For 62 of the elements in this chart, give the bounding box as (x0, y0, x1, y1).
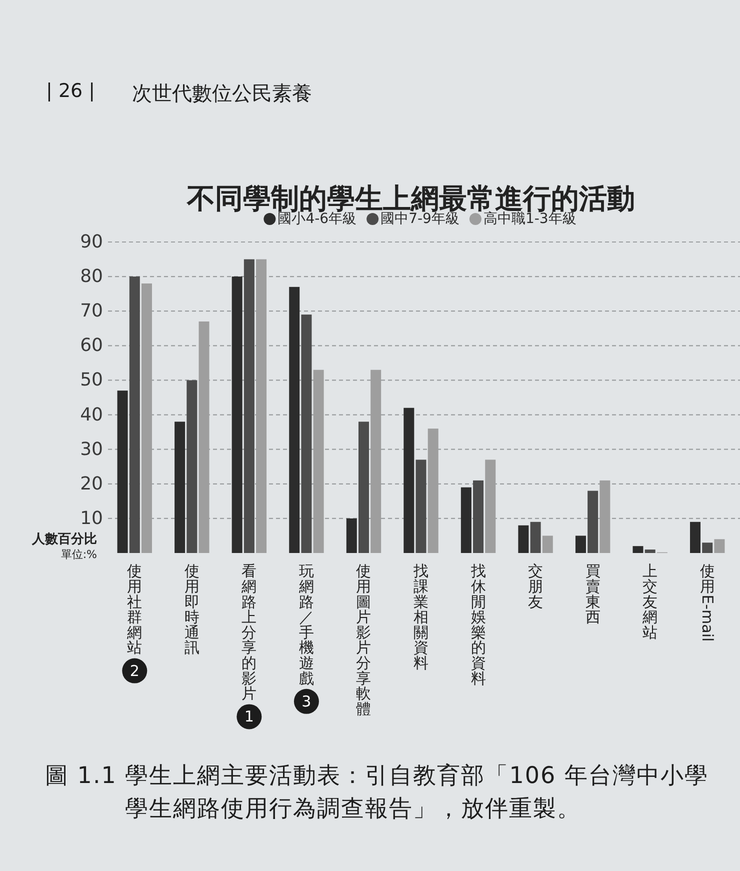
bar (358, 422, 369, 553)
y-tick-label: 30 (80, 438, 103, 460)
x-tick-label: 玩網路／手機遊戲 (298, 562, 314, 688)
bar (600, 480, 610, 553)
bar (644, 550, 656, 553)
bar (289, 286, 300, 553)
bar (632, 546, 644, 553)
bar (256, 259, 267, 553)
y-tick-label: 40 (80, 404, 103, 426)
bar (129, 276, 140, 553)
y-tick-label: 20 (80, 473, 103, 494)
bar (117, 390, 128, 553)
bar (542, 536, 553, 553)
x-tick-label: 買賣東西 (585, 562, 600, 626)
text: 次世代數位公民素養 (132, 80, 312, 107)
bar (460, 487, 472, 553)
y-tick-label: 10 (80, 508, 103, 529)
bar (141, 283, 152, 553)
bar (186, 380, 198, 553)
y-tick-label: 70 (80, 300, 103, 322)
x-tick-label: 使用即時通訊 (184, 562, 200, 657)
category-label: 使用圖片影片分享軟體 (356, 562, 372, 718)
bar (518, 525, 529, 553)
x-tick-label: 找休閒娛樂的資料 (470, 562, 486, 688)
bar (198, 321, 210, 553)
bar (473, 480, 484, 553)
bar (174, 422, 186, 553)
bar (428, 428, 438, 553)
bar (714, 539, 725, 553)
y-tick-label: 90 (80, 232, 103, 252)
text: 1 (244, 708, 254, 726)
bar (575, 536, 586, 553)
bar (702, 542, 713, 553)
legend-label: 國中7-9年級 (380, 211, 460, 227)
bar (690, 522, 701, 553)
bar (370, 370, 382, 553)
text: 單位:% (60, 548, 97, 561)
y-tick-label: 80 (80, 266, 103, 288)
bar (232, 276, 242, 553)
x-tick-label: 找課業相關資料 (412, 562, 428, 672)
text: 3 (302, 692, 312, 710)
bar (530, 522, 541, 553)
bar (588, 490, 598, 553)
bar (485, 460, 496, 553)
bar (313, 370, 324, 553)
legend-label: 高中職1-3年級 (483, 211, 576, 227)
caption: 圖 1.1 學生上網主要活動表：引自教育部「106 年台灣中小學學生網路使用行為調查報告」，放伴重製。 (45, 762, 710, 824)
x-tick-label: 使用E-mail (698, 562, 717, 642)
text: 2 (130, 662, 140, 680)
y-tick-label: 60 (80, 335, 103, 356)
bar (346, 518, 357, 553)
category-label: 看網路上分享的影片 (242, 562, 257, 703)
text: | 26 | (46, 80, 96, 102)
bar (416, 460, 426, 553)
y-axis-title: 人數百分比 (31, 532, 97, 547)
bar (404, 408, 414, 553)
bar (244, 259, 254, 553)
x-tick-label: 使用社群網站 (126, 562, 142, 657)
bar (301, 314, 312, 553)
x-tick-label: 交朋友 (528, 562, 544, 611)
x-tick-label: 上交友網站 (642, 562, 658, 642)
y-tick-label: 50 (80, 370, 103, 391)
